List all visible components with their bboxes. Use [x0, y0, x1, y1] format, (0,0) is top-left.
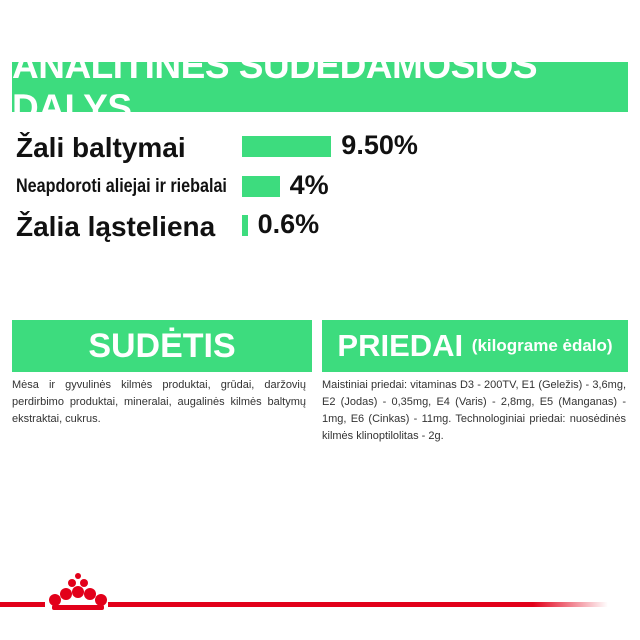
value-label: 4% [289, 170, 329, 200]
additives-banner: PRIEDAI (kilograme ėdalo) [322, 320, 628, 372]
row-label: Neapdoroti aliejai ir riebalai [16, 176, 227, 197]
footer-line [0, 602, 45, 607]
additives-title: PRIEDAI [337, 328, 464, 363]
footer-line [108, 602, 608, 607]
bar [242, 136, 332, 157]
title: ANALITINĖS SUDEDAMOSIOS DALYS [12, 45, 538, 128]
crown [49, 573, 107, 610]
value-label: 9.50% [341, 130, 418, 160]
additives-text: Maistiniai priedai: vitaminas D3 - 200TV… [322, 379, 626, 442]
bar [242, 215, 248, 236]
row-label: Žalia ląsteliena [16, 211, 216, 242]
composition-title: SUDĖTIS [88, 326, 236, 365]
title-banner: ANALITINĖS SUDEDAMOSIOS DALYS [12, 45, 628, 128]
composition-banner: SUDĖTIS [12, 320, 312, 372]
bar [242, 176, 280, 197]
composition-text: Mėsa ir gyvulinės kilmės produktai, grūd… [12, 379, 306, 425]
additives-subtitle: (kilograme ėdalo) [471, 336, 613, 355]
row-label: Žali baltymai [16, 132, 186, 163]
value-label: 0.6% [257, 209, 320, 239]
footer-logo [0, 573, 608, 610]
